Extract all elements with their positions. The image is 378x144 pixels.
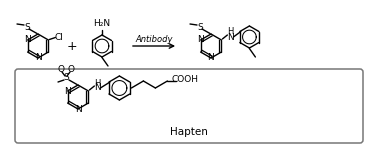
Text: S: S xyxy=(24,22,30,32)
Text: N: N xyxy=(227,33,234,41)
Text: H₂N: H₂N xyxy=(93,19,110,29)
Text: +: + xyxy=(67,39,77,53)
Text: N: N xyxy=(64,87,71,95)
Text: N: N xyxy=(35,54,41,62)
Text: COOH: COOH xyxy=(172,75,199,85)
Text: Hapten: Hapten xyxy=(170,127,208,137)
Text: O: O xyxy=(68,65,74,73)
Text: S: S xyxy=(197,22,203,32)
Text: N: N xyxy=(94,84,101,92)
Text: S: S xyxy=(63,73,69,83)
Text: H: H xyxy=(227,28,234,36)
Text: N: N xyxy=(74,105,81,113)
FancyBboxPatch shape xyxy=(15,69,363,143)
Text: Antibody: Antibody xyxy=(135,36,173,44)
Text: Cl: Cl xyxy=(55,33,64,42)
Text: N: N xyxy=(208,54,214,62)
Text: H: H xyxy=(94,78,101,88)
Text: O: O xyxy=(57,65,65,73)
Text: N: N xyxy=(197,36,204,44)
Text: N: N xyxy=(24,36,31,44)
